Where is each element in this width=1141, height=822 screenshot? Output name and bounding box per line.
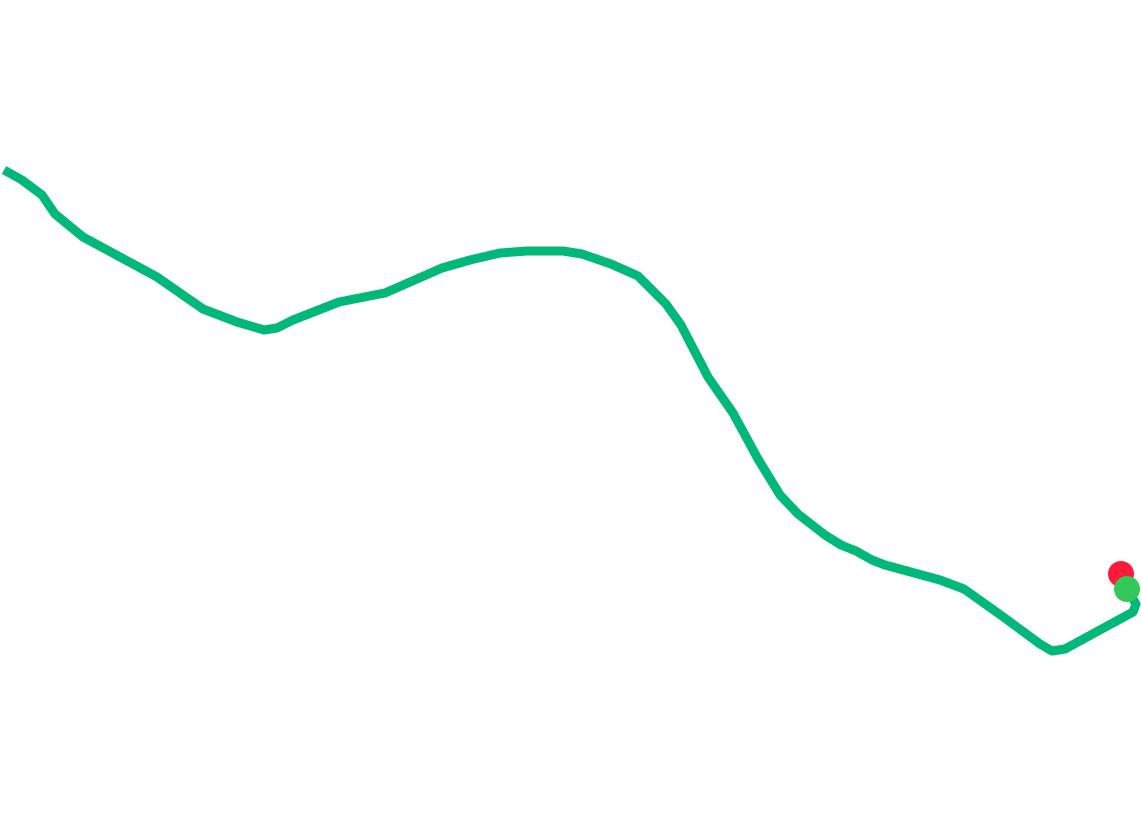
route-line: [1, 166, 1141, 656]
end-marker-icon[interactable]: [1114, 576, 1140, 602]
